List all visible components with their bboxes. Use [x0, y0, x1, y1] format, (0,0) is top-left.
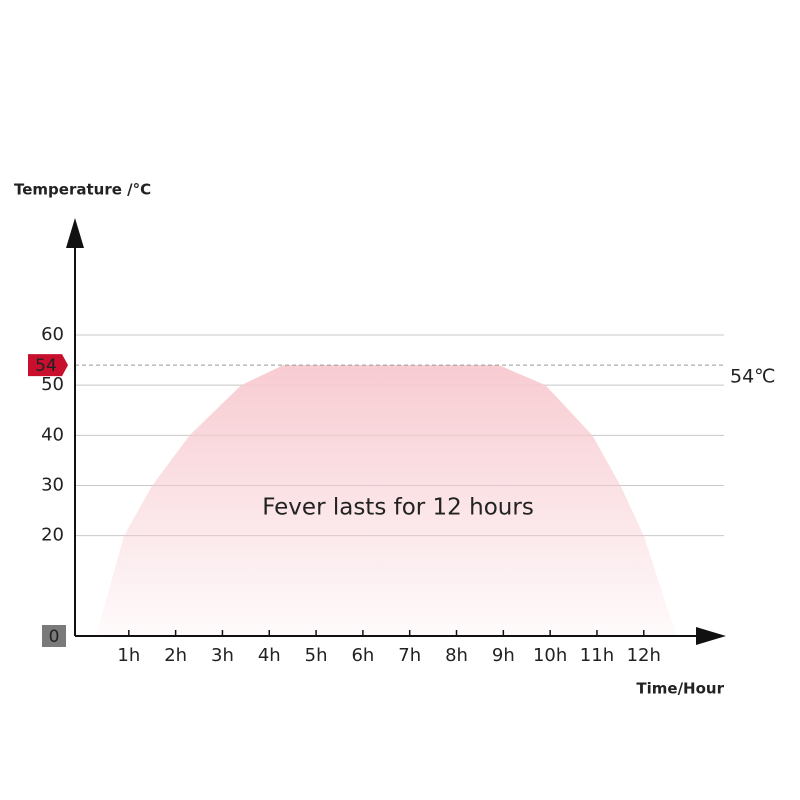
x-tick-label: 6h [351, 645, 374, 666]
annotation: Fever lasts for 12 hours [262, 495, 534, 521]
y-axis-title: Temperature /°C [14, 181, 151, 199]
threshold-tag [28, 354, 68, 377]
y-tick-label: 50 [41, 374, 64, 395]
x-tick-label: 3h [211, 645, 234, 666]
y-tick-label: 60 [41, 324, 64, 345]
x-tick-label: 2h [164, 645, 187, 666]
y-tick-label: 30 [41, 475, 64, 496]
x-tick-label: 10h [533, 645, 567, 666]
y-tick-label: 0 [49, 627, 60, 647]
x-tick-label: 8h [445, 645, 468, 666]
y-axis-arrow [66, 218, 84, 248]
origin-label-box [42, 625, 66, 647]
x-tick-label: 1h [117, 645, 140, 666]
threshold-label: 54℃ [730, 366, 776, 388]
x-axis-arrow [696, 627, 726, 645]
x-tick-label: 12h [627, 645, 661, 666]
threshold-tick-label: 54 [35, 356, 57, 376]
y-tick-label: 40 [41, 424, 64, 445]
x-tick-label: 9h [492, 645, 515, 666]
x-tick-label: 11h [580, 645, 614, 666]
x-tick-label: 4h [258, 645, 281, 666]
y-tick-label: 20 [41, 525, 64, 546]
fever-area [96, 365, 677, 636]
x-tick-label: 5h [305, 645, 328, 666]
x-axis-title: Time/Hour [636, 680, 724, 698]
x-tick-label: 7h [398, 645, 421, 666]
